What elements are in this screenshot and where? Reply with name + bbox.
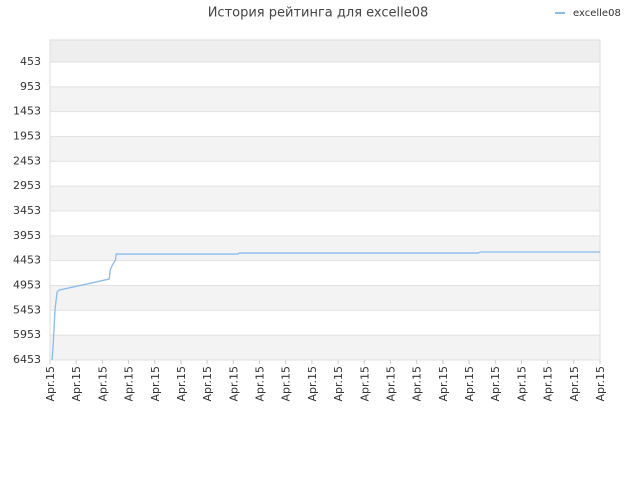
band: [50, 86, 600, 112]
x-tick-label: Apr.15: [96, 366, 109, 402]
y-tick-label: 453: [20, 55, 41, 68]
x-tick-label: Apr.15: [123, 366, 136, 402]
x-tick-label: Apr.15: [201, 366, 214, 402]
x-tick-label: Apr.15: [594, 366, 607, 402]
y-tick-label: 6453: [13, 353, 41, 366]
band: [50, 136, 600, 162]
y-tick-label: 5953: [13, 328, 41, 341]
x-tick-label: Apr.15: [44, 366, 57, 402]
x-tick-label: Apr.15: [149, 366, 162, 402]
x-tick-label: Apr.15: [332, 366, 345, 402]
band: [50, 335, 600, 360]
y-tick-label: 1453: [13, 105, 41, 118]
x-tick-label: Apr.15: [542, 366, 555, 402]
band: [50, 235, 600, 261]
x-tick-label: Apr.15: [306, 366, 319, 402]
x-tick-label: Apr.15: [411, 366, 424, 402]
x-tick-label: Apr.15: [463, 366, 476, 402]
x-tick-label: Apr.15: [568, 366, 581, 402]
y-tick-label: 3453: [13, 204, 41, 217]
line: [51, 251, 600, 361]
legend-label: excelle08: [573, 8, 621, 19]
y-tick-label: 2953: [13, 179, 41, 192]
x-tick-label: Apr.15: [254, 366, 267, 402]
y-tick-label: 5453: [13, 303, 41, 316]
band: [50, 186, 600, 212]
x-tick-label: Apr.15: [515, 366, 528, 402]
y-tick-label: 953: [20, 80, 41, 93]
y-tick-label: 3953: [13, 229, 41, 242]
x-tick-label: Apr.15: [437, 366, 450, 402]
x-tick-label: Apr.15: [384, 366, 397, 402]
y-tick-label: 4953: [13, 279, 41, 292]
x-tick-label: Apr.15: [175, 366, 188, 402]
band: [50, 40, 600, 63]
x-tick-label: Apr.15: [489, 366, 502, 402]
x-tick-label: Apr.15: [70, 366, 83, 402]
y-tick-label: 1953: [13, 130, 41, 143]
x-tick-label: Apr.15: [358, 366, 371, 402]
y-tick-label: 2453: [13, 154, 41, 167]
x-tick-label: Apr.15: [227, 366, 240, 402]
x-tick-label: Apr.15: [280, 366, 293, 402]
y-tick-label: 4453: [13, 254, 41, 267]
chart-title: История рейтинга для excelle08: [208, 6, 429, 21]
band: [50, 285, 600, 311]
